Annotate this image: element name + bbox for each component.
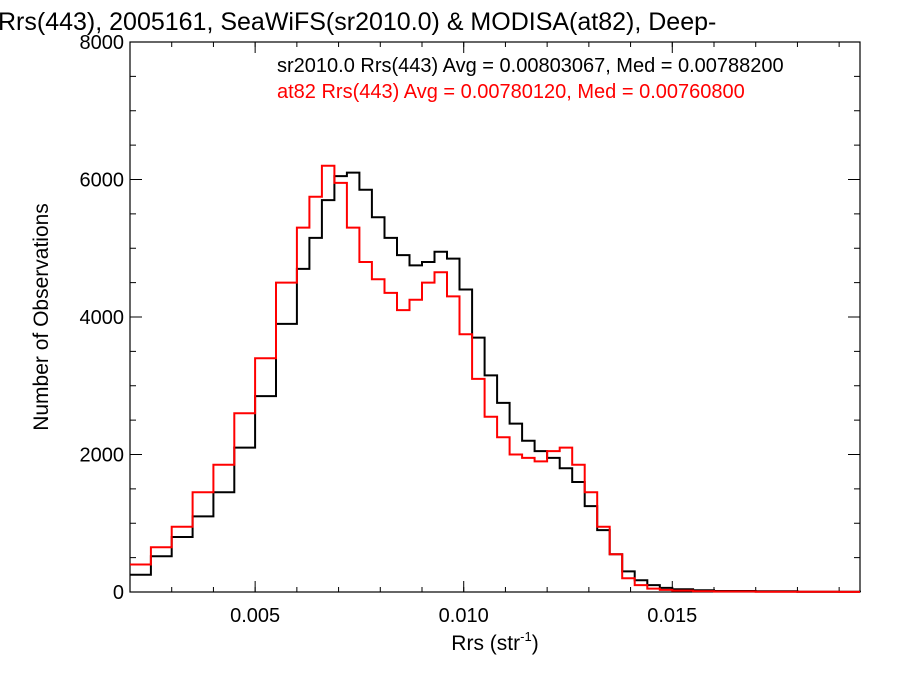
x-axis: 0.005 0.010 0.015: [129, 42, 840, 627]
chart-title: Rrs(443), 2005161, SeaWiFS(sr2010.0) & M…: [0, 8, 716, 36]
y-tick-label: 0: [113, 582, 124, 604]
legend-entry-at82: at82 Rrs(443) Avg = 0.00780120, Med = 0.…: [277, 81, 745, 103]
y-axis-label: Number of Observations: [30, 203, 53, 431]
x-tick-label: 0.010: [439, 605, 489, 627]
x-axis-label: Rrs (str-1): [451, 629, 538, 655]
series-line-at82: [130, 164, 860, 593]
y-tick-label: 6000: [80, 170, 125, 192]
x-tick-label: 0.015: [647, 605, 697, 627]
legend-entry-sr2010: sr2010.0 Rrs(443) Avg = 0.00803067, Med …: [277, 55, 784, 77]
series-line-sr2010: [130, 171, 861, 593]
y-tick-label: 2000: [80, 445, 125, 467]
x-tick-label: 0.005: [230, 605, 280, 627]
y-axis: 0 2000 4000 6000 8000: [80, 32, 860, 604]
series-layer: [130, 164, 861, 593]
y-tick-label: 4000: [80, 307, 125, 329]
y-tick-label: 8000: [80, 32, 125, 54]
plot-frame: [129, 41, 861, 593]
